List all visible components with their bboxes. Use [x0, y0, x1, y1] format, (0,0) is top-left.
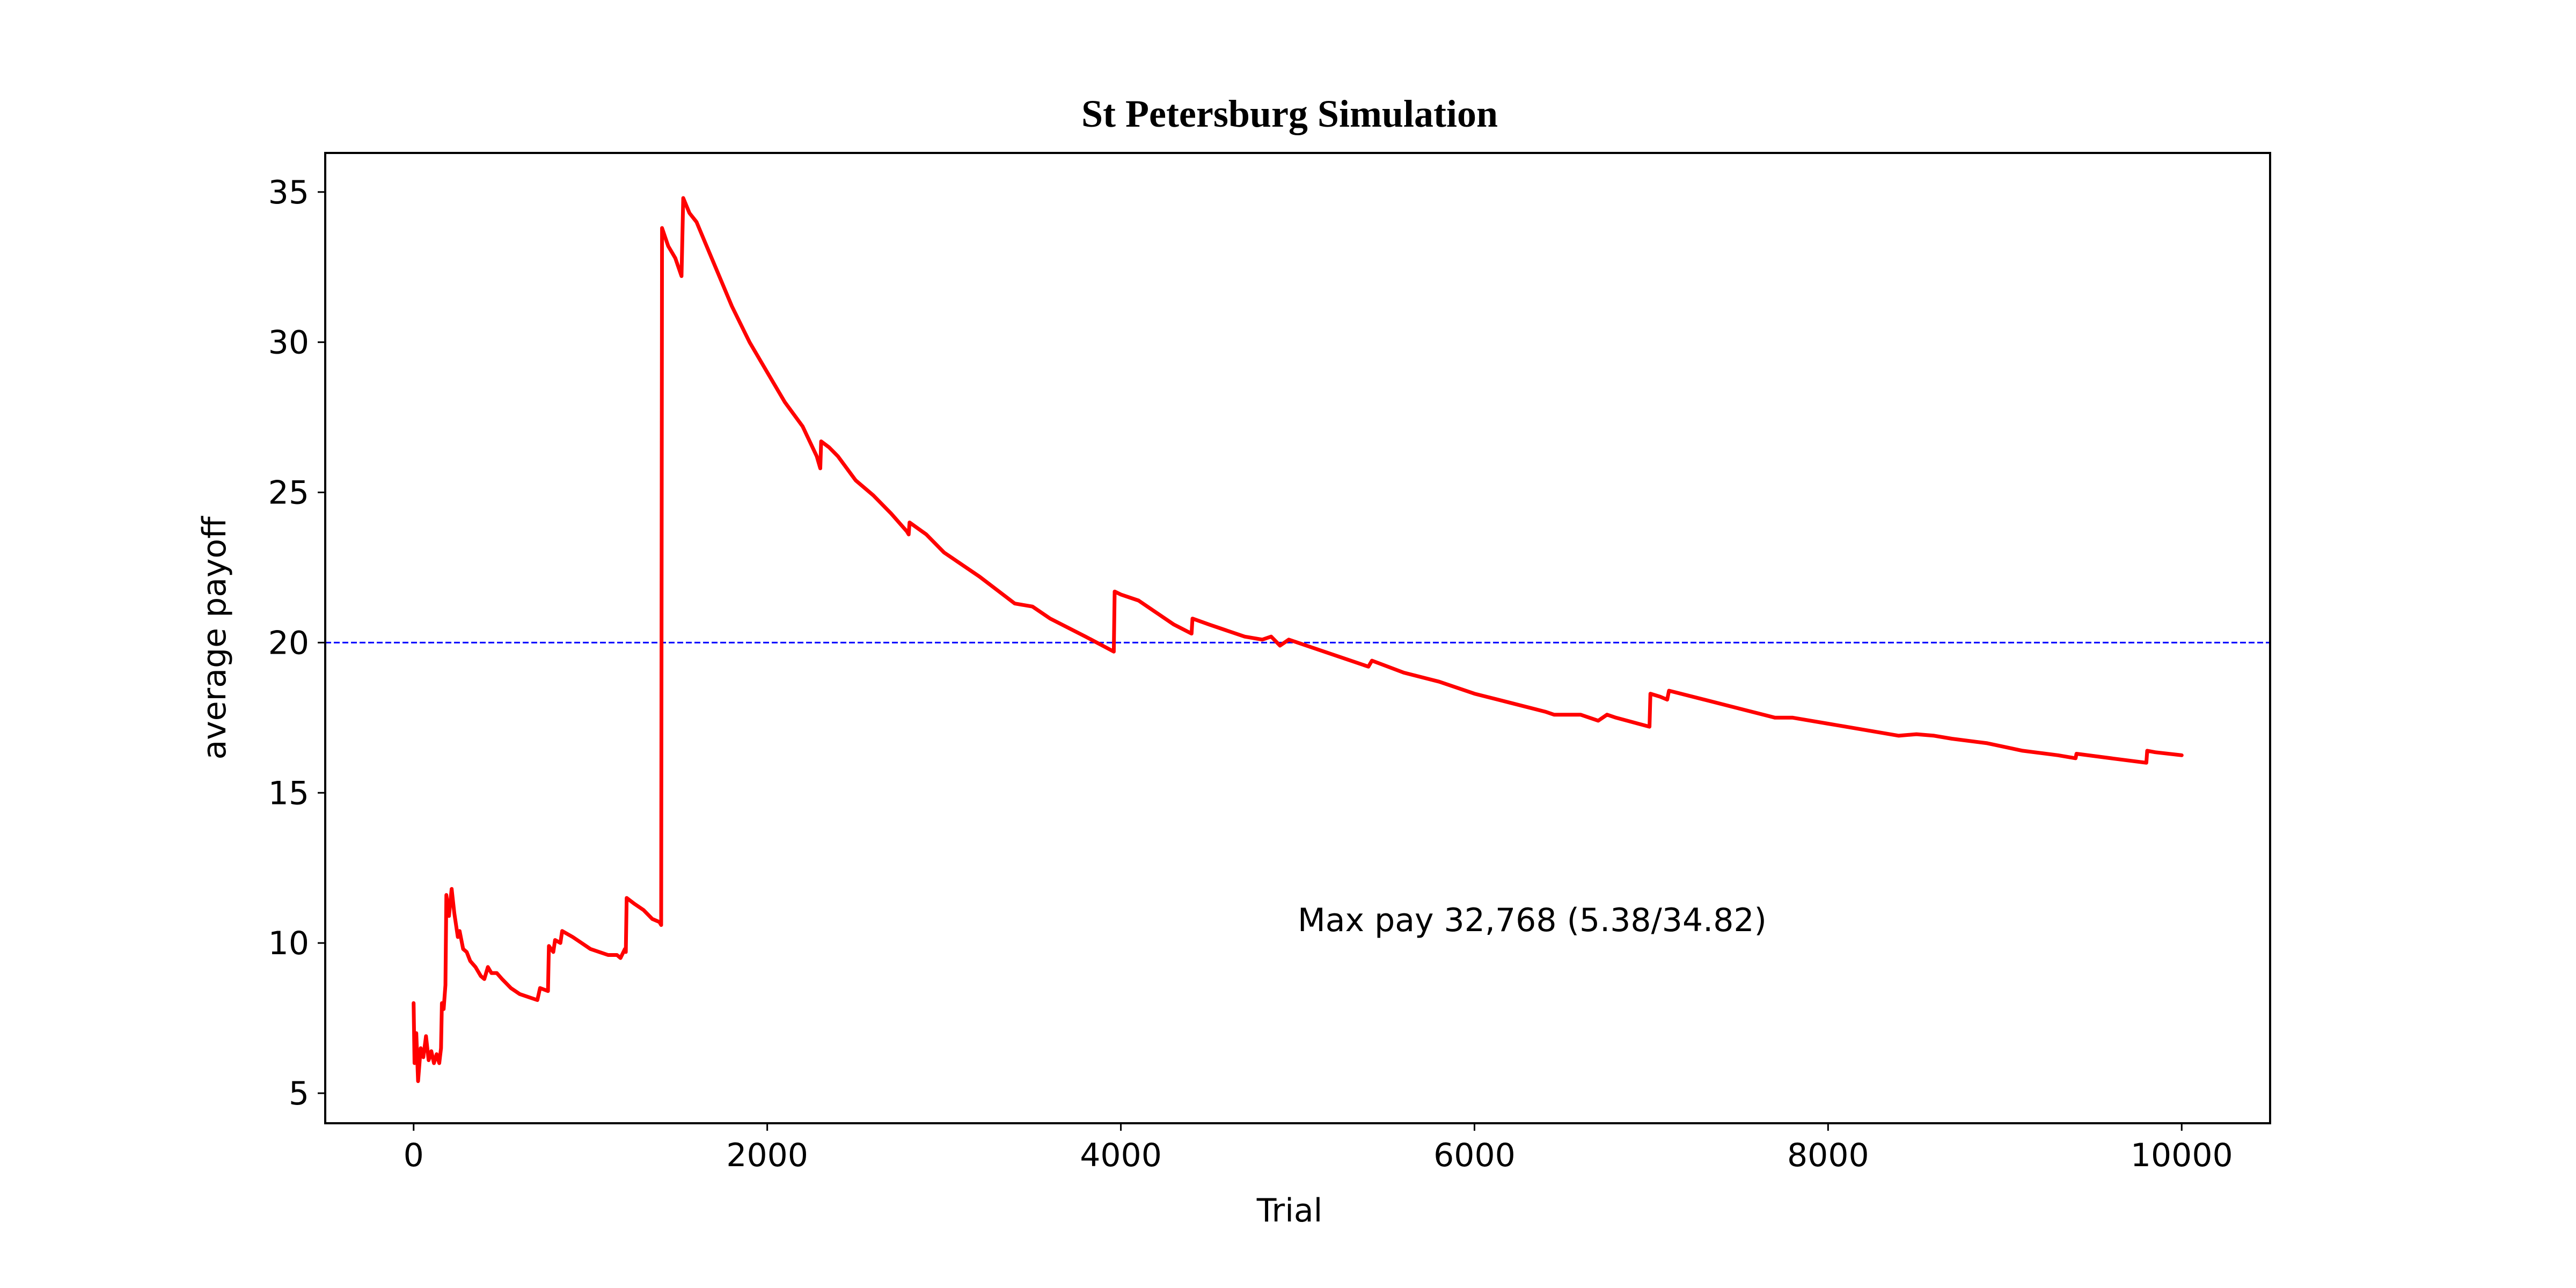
y-tick-label: 20	[268, 624, 309, 662]
y-tick-label: 30	[268, 324, 309, 362]
y-tick-label: 15	[268, 774, 309, 812]
x-tick-label: 6000	[1433, 1137, 1516, 1174]
x-tick-label: 4000	[1080, 1137, 1162, 1174]
chart-title: St Petersburg Simulation	[1081, 92, 1498, 135]
y-tick-label: 35	[268, 174, 309, 211]
y-tick-label: 25	[268, 474, 309, 512]
y-axis: 5 10 15 20 25 30 35	[268, 174, 325, 1113]
x-axis: 0 2000 4000 6000 8000 10000	[404, 1123, 2233, 1174]
y-tick-label: 10	[268, 925, 309, 962]
x-tick-label: 2000	[726, 1137, 808, 1174]
series-line-layer	[412, 196, 2184, 1084]
plot-frame	[324, 152, 2271, 1124]
y-tick-label: 5	[289, 1075, 309, 1113]
x-tick-label: 0	[404, 1137, 424, 1174]
y-axis-label: average payoff	[196, 516, 233, 760]
x-axis-label: Trial	[1256, 1192, 1323, 1230]
x-tick-label: 8000	[1787, 1137, 1869, 1174]
max-pay-annotation: Max pay 32,768 (5.38/34.82)	[1298, 902, 1767, 939]
x-tick-label: 10000	[2131, 1137, 2233, 1174]
series-line-average-payoff	[412, 196, 2184, 1084]
